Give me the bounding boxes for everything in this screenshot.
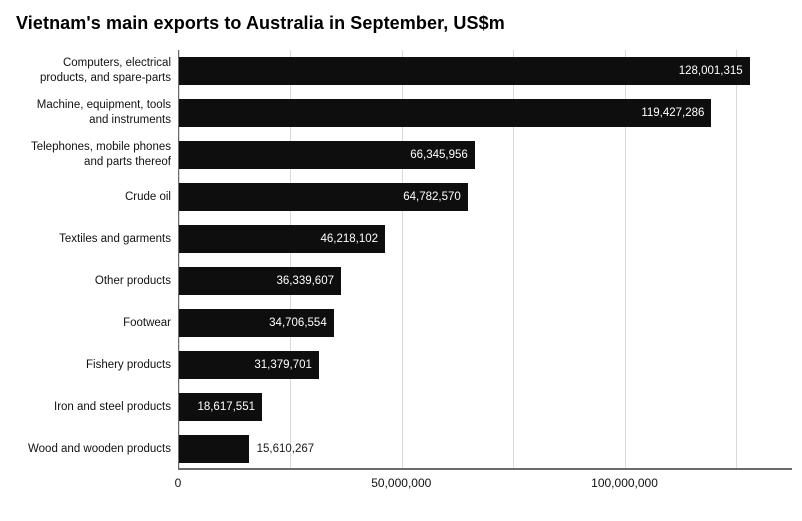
x-axis-spacer [16,470,178,494]
value-label: 64,782,570 [403,191,461,203]
category-label: Wood and wooden products [28,442,171,455]
value-label: 128,001,315 [678,65,743,77]
bar-row: 15,610,267 [179,428,792,470]
grid-layer [179,50,792,468]
category-label: Computers, electrical products, and spar… [39,57,171,84]
bar-row: 31,379,701 [179,344,792,386]
bar-row: 128,001,315 [179,50,792,92]
value-label: 36,339,607 [276,275,334,287]
bars-layer: 128,001,315 119,427,286 66,345,956 64,782,5… [179,50,792,470]
value-label: 119,427,286 [641,107,705,119]
category-label: Other products [94,274,171,287]
category-label: Fishery products [85,358,171,371]
value-label: 34,706,554 [269,317,327,329]
bar: 34,706,554 [179,309,334,337]
category-label: Machine, equipment, tools and instrument… [36,99,171,126]
gridline [513,50,515,468]
bar: 64,782,570 [179,183,468,211]
bar-row: 66,345,956 [179,134,792,176]
category-label: Crude oil [124,190,171,203]
x-tick-label: 50,000,000 [371,476,432,490]
category-labels: Computers, electrical products, and spar… [16,50,178,470]
value-label: 31,379,701 [254,359,312,371]
bar: 15,610,267 [179,435,314,463]
bar-row: 46,218,102 [179,218,792,260]
gridline [401,50,403,468]
bar: 66,345,956 [179,141,475,169]
bar-chart: Computers, electrical products, and spar… [16,50,792,470]
bar: 128,001,315 [179,57,750,85]
gridline [624,50,626,468]
value-label: 18,617,551 [197,401,255,413]
bar-row: 64,782,570 [179,176,792,218]
x-tick-label: 100,000,000 [591,476,658,490]
category-label: Footwear [123,316,171,329]
chart-title: Vietnam's main exports to Australia in S… [16,13,505,33]
plot-area: 128,001,315 119,427,286 66,345,956 64,782,5… [178,50,792,470]
value-label: 15,610,267 [256,443,315,455]
category-label: Textiles and garments [59,232,171,245]
x-axis-labels: 0 50,000,000 100,000,000 [174,470,792,494]
bar: 119,427,286 [179,99,712,127]
bar: 46,218,102 [179,225,386,253]
bar-row: 36,339,607 [179,260,792,302]
bar: 31,379,701 [179,351,319,379]
gridline [290,50,292,468]
bar-row: 18,617,551 [179,386,792,428]
category-label: Telephones, mobile phones and parts ther… [30,141,171,168]
bar-row: 34,706,554 [179,302,792,344]
category-label: Iron and steel products [54,400,171,413]
bar-row: 119,427,286 [179,92,792,134]
value-label: 46,218,102 [320,233,379,245]
bar: 18,617,551 [179,393,262,421]
gridline [179,50,180,468]
value-label: 66,345,956 [410,149,468,161]
x-tick-label: 0 [174,476,182,490]
bar: 36,339,607 [179,267,341,295]
x-axis: 0 50,000,000 100,000,000 [16,470,792,494]
gridline [736,50,738,468]
